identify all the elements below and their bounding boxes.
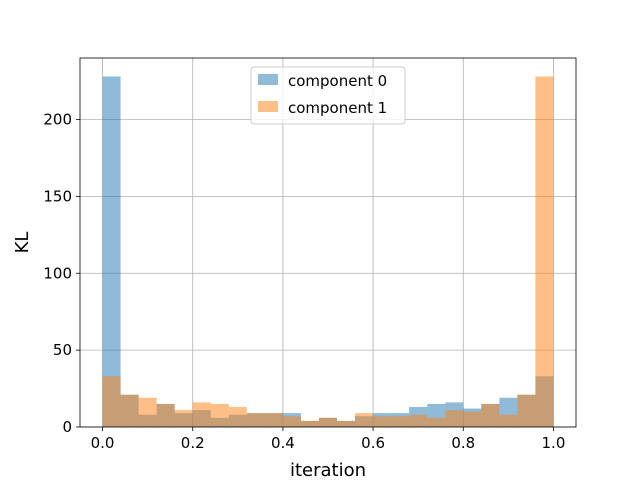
histogram-bar [210,403,229,427]
histogram-bar [355,413,374,427]
plot-frame [79,57,577,428]
histogram-bar [535,76,554,427]
histogram-bar [463,411,482,427]
y-tick-label: 200 [43,111,72,129]
histogram-bar [409,414,428,427]
legend-label: component 1 [288,99,387,117]
histogram-bar [246,413,265,427]
legend-label: component 0 [288,72,387,90]
x-tick-label: 0.0 [91,434,115,452]
x-tick-label: 0.2 [181,434,205,452]
histogram-bar [517,394,536,427]
y-tick-label: 100 [43,264,72,282]
histogram-bar [264,413,283,427]
histogram-bar [174,410,193,427]
y-tick-label: 50 [53,341,72,359]
histogram-bar [318,417,338,427]
histogram-bar [120,394,139,427]
histogram-bar [282,416,301,427]
histogram-bar [102,376,121,427]
histogram-bar [391,416,410,427]
histogram-bar [481,403,500,427]
x-tick-label: 0.4 [271,434,295,452]
histogram-bar [102,76,121,427]
y-axis-label: KL [12,232,33,254]
histogram-bar [499,414,518,427]
legend-box [250,66,406,125]
legend: component 0 component 1 [250,66,406,125]
histogram-bar [337,420,356,427]
x-axis-label: iteration [290,460,366,480]
histogram-bar [192,402,211,427]
histogram-bar [156,403,175,427]
y-tick-label: 0 [62,418,72,436]
legend-swatch [258,74,278,85]
histogram-bar [373,416,392,427]
histogram-bars [102,76,554,427]
histogram-bar [228,407,247,427]
x-tick-label: 1.0 [542,434,566,452]
histogram-bar [445,410,464,427]
histogram-bar [300,420,319,427]
histogram-bar [138,397,157,427]
legend-swatch [258,101,278,112]
histogram-bar [427,417,446,427]
axis-ticks: 0.0 0.2 0.4 0.6 0.8 1.0 0 50 100 150 200 [43,111,565,453]
x-tick-label: 0.6 [361,434,385,452]
x-tick-label: 0.8 [451,434,475,452]
series-1-bars [102,76,554,427]
y-tick-label: 150 [43,187,72,205]
